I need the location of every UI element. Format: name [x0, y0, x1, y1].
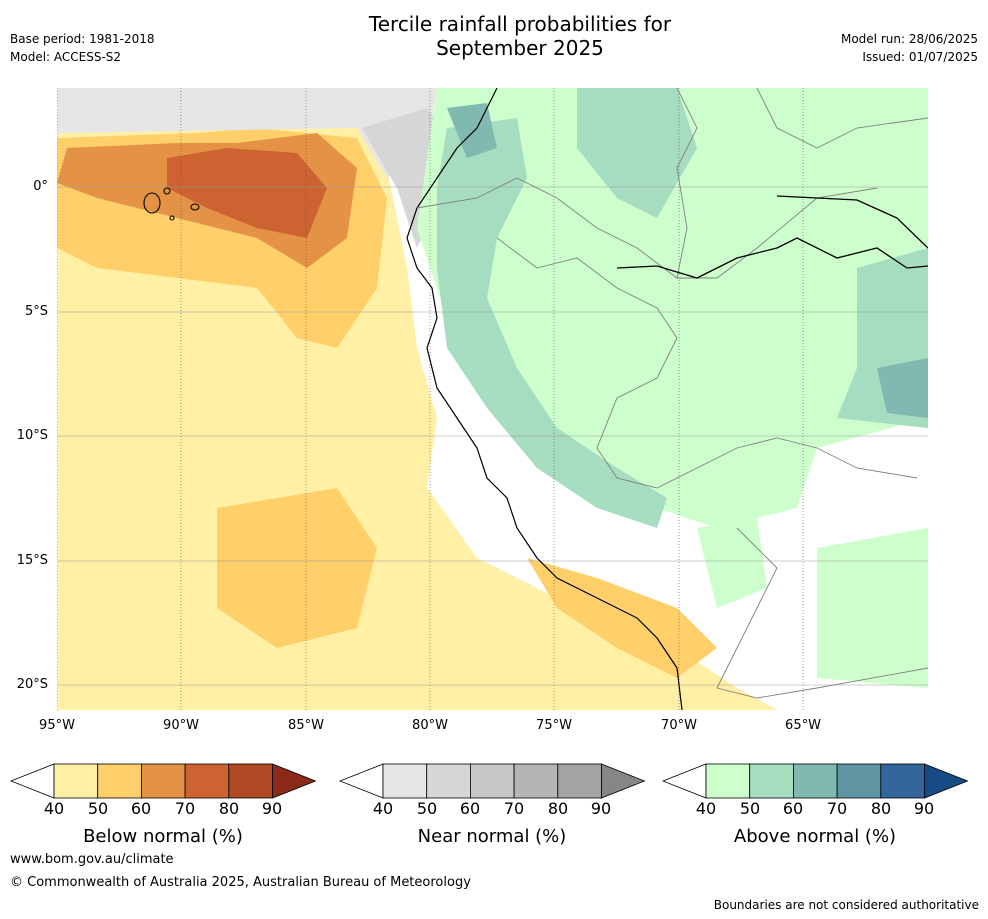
- colorbar-tick: 70: [503, 799, 525, 818]
- colorbar-segment: [836, 763, 882, 799]
- colorbar-tick: 80: [547, 799, 569, 818]
- above-normal-legend: 40 50 60 70 80 90 Above normal (%): [661, 763, 969, 853]
- lon-label-95w: 95°W: [39, 718, 75, 733]
- near-normal-colorbar: [338, 763, 646, 799]
- colorbar-tick: 90: [590, 799, 612, 818]
- colorbar-tick: 60: [130, 799, 152, 818]
- near-normal-label: Near normal (%): [417, 826, 567, 847]
- coastline: [406, 88, 683, 710]
- colorbar-tick: 50: [87, 799, 109, 818]
- lon-label-70w: 70°W: [661, 718, 697, 733]
- above-normal-region-east: [817, 528, 928, 688]
- colorbar-segment: [228, 763, 273, 799]
- below-normal-60-region-coast: [527, 558, 717, 678]
- latitude-gridlines: [57, 186, 928, 686]
- issued-date: Issued: 01/07/2025: [862, 50, 978, 64]
- colorbar-segment: [749, 763, 794, 799]
- colorbar-segment: [880, 763, 925, 799]
- model-name: Model: ACCESS-S2: [10, 50, 122, 64]
- above-normal-60-region-east: [877, 358, 928, 418]
- colorbar-extension-low: [661, 763, 707, 799]
- above-normal-label: Above normal (%): [733, 826, 897, 847]
- lat-label-0: 0°: [33, 179, 48, 194]
- colorbar-extension-high: [272, 763, 317, 799]
- colorbar-tick: 70: [174, 799, 196, 818]
- colorbar-extension-low: [9, 763, 55, 799]
- amazon-river: [616, 195, 928, 279]
- colorbar-tick: 50: [739, 799, 761, 818]
- above-normal-50-region: [437, 118, 667, 528]
- website-link[interactable]: www.bom.gov.au/climate: [10, 852, 174, 867]
- below-normal-80-region: [167, 148, 327, 238]
- above-normal-60-region: [447, 103, 497, 158]
- colorbar-segment: [184, 763, 230, 799]
- base-period: Base period: 1981-2018: [10, 32, 155, 46]
- colorbar-tick: 80: [870, 799, 892, 818]
- model-info: Base period: 1981-2018 Model: ACCESS-S2: [10, 30, 155, 66]
- colorbar-tick: 50: [416, 799, 438, 818]
- lat-label-20s: 20°S: [16, 677, 48, 692]
- colorbar-segment: [792, 763, 838, 799]
- above-normal-50-region-north: [577, 88, 697, 218]
- map-title: Tercile rainfall probabilities for Septe…: [0, 12, 988, 60]
- title-line-1: Tercile rainfall probabilities for: [368, 12, 672, 36]
- lon-label-75w: 75°W: [536, 718, 572, 733]
- map-canvas: [57, 88, 928, 710]
- below-normal-legend: 40 50 60 70 80 90 Below normal (%): [9, 763, 317, 853]
- colorbar-tick: 90: [913, 799, 935, 818]
- lon-label-85w: 85°W: [288, 718, 324, 733]
- colorbar-tick: 90: [261, 799, 283, 818]
- colorbar-segment: [53, 763, 99, 799]
- run-info: Model run: 28/06/2025 Issued: 01/07/2025: [841, 30, 978, 66]
- colorbar-tick: 40: [695, 799, 717, 818]
- colorbar-segment: [140, 763, 186, 799]
- model-run-date: Model run: 28/06/2025: [840, 32, 978, 46]
- colorbar-tick: 60: [459, 799, 481, 818]
- galapagos-islands: [143, 187, 200, 221]
- lon-label-90w: 90°W: [163, 718, 199, 733]
- colorbar-tick: 40: [372, 799, 394, 818]
- near-normal-region: [57, 88, 437, 178]
- colorbar-segment: [426, 763, 471, 799]
- lat-label-10s: 10°S: [16, 428, 48, 443]
- lon-label-65w: 65°W: [785, 718, 821, 733]
- colorbar-segment: [557, 763, 602, 799]
- above-normal-colorbar: [661, 763, 969, 799]
- colorbar-extension-high: [601, 763, 646, 799]
- title-line-2: September 2025: [436, 36, 604, 60]
- boundaries-disclaimer: Boundaries are not considered authoritat…: [713, 898, 979, 912]
- copyright-notice: © Commonwealth of Australia 2025, Austra…: [10, 875, 471, 890]
- below-normal-colorbar: [9, 763, 317, 799]
- colorbar-tick: 60: [782, 799, 804, 818]
- colorbar-tick: 70: [826, 799, 848, 818]
- lon-label-80w: 80°W: [412, 718, 448, 733]
- colorbar-extension-low: [338, 763, 384, 799]
- near-normal-legend: 40 50 60 70 80 90 Near normal (%): [338, 763, 646, 853]
- colorbar-segment: [97, 763, 142, 799]
- rainfall-map[interactable]: [57, 88, 928, 710]
- colorbar-segment: [382, 763, 428, 799]
- colorbar-segment: [513, 763, 559, 799]
- colorbar-segment: [705, 763, 751, 799]
- lat-label-5s: 5°S: [24, 304, 48, 319]
- lat-label-15s: 15°S: [16, 553, 48, 568]
- colorbar-segment: [469, 763, 515, 799]
- colorbar-tick: 80: [218, 799, 240, 818]
- below-normal-60-region-south: [217, 488, 377, 648]
- country-borders: [416, 88, 928, 699]
- below-normal-label: Below normal (%): [83, 826, 243, 847]
- colorbar-extension-high: [924, 763, 969, 799]
- colorbar-tick: 40: [43, 799, 65, 818]
